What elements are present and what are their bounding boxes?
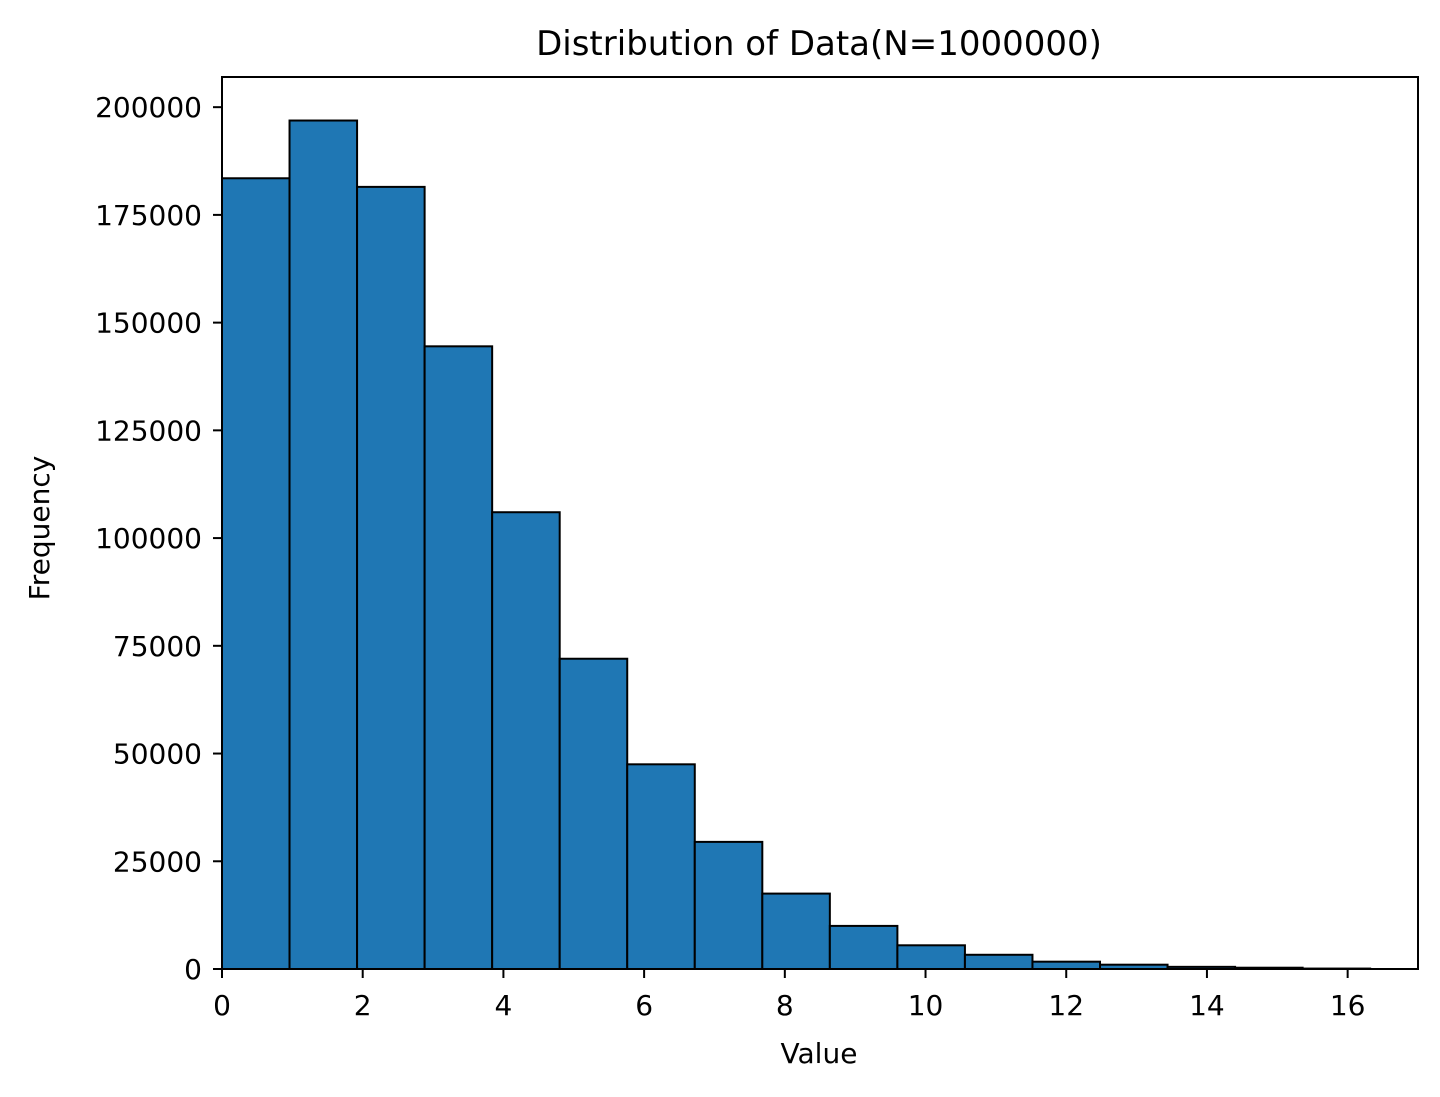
- x-tick-label: 8: [776, 989, 794, 1022]
- y-tick-label: 100000: [95, 522, 202, 555]
- histogram-bar: [828, 924, 899, 970]
- histogram-bar: [626, 763, 696, 971]
- y-tick-label: 0: [184, 953, 202, 986]
- y-tick-label: 125000: [95, 414, 202, 447]
- y-tick-label: 150000: [95, 307, 202, 340]
- histogram-bar: [423, 345, 494, 970]
- x-tick-label: 4: [494, 989, 512, 1022]
- plot-frame: [221, 76, 1419, 970]
- x-tick-label: 10: [908, 989, 944, 1022]
- x-tick-label: 2: [354, 989, 372, 1022]
- histogram-bar: [491, 511, 561, 970]
- histogram-bar: [356, 185, 426, 971]
- histogram-bar: [558, 657, 629, 970]
- histogram-bar: [693, 840, 764, 970]
- y-tick-label: 75000: [113, 630, 202, 663]
- y-tick-label: 25000: [113, 845, 202, 878]
- y-tick-label: 50000: [113, 738, 202, 771]
- histogram-bar: [896, 944, 966, 970]
- x-tick-label: 0: [213, 989, 231, 1022]
- x-tick-label: 16: [1330, 989, 1366, 1022]
- chart-title: Distribution of Data(N=1000000): [536, 24, 1102, 64]
- y-axis-ticks: 0 25000 50000 75000 100000 125000 150000 175000…: [95, 91, 222, 986]
- x-tick-label: 6: [635, 989, 653, 1022]
- y-tick-label: 200000: [95, 91, 202, 124]
- x-axis-label: Value: [781, 1037, 858, 1070]
- y-axis-label: Frequency: [23, 456, 56, 601]
- histogram-bar: [1031, 960, 1102, 970]
- histogram-bar: [761, 892, 831, 970]
- histogram-bar: [963, 953, 1034, 971]
- histogram-bar: [221, 177, 291, 971]
- bars-group: [221, 119, 1372, 971]
- x-tick-label: 14: [1189, 989, 1225, 1022]
- histogram-bar: [288, 119, 359, 970]
- y-tick-label: 175000: [95, 199, 202, 232]
- x-axis-ticks: 0 2 4 6 8 10 12 14 16: [213, 969, 1365, 1022]
- x-tick-label: 12: [1048, 989, 1084, 1022]
